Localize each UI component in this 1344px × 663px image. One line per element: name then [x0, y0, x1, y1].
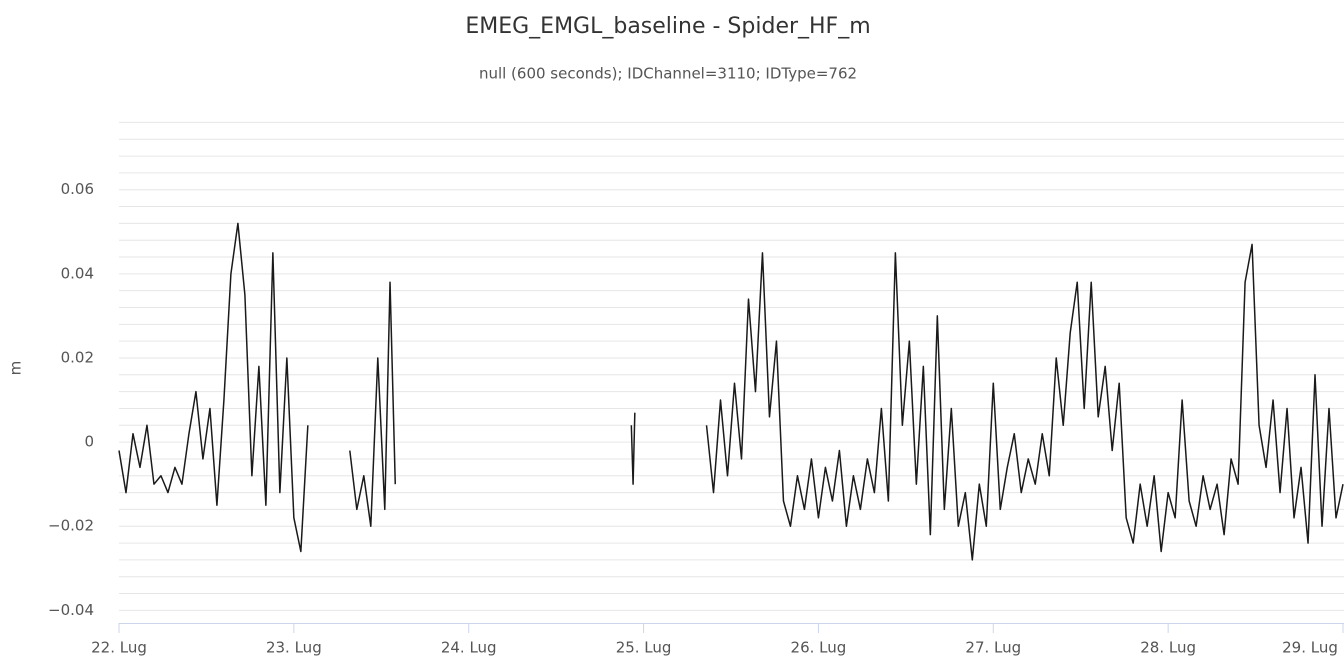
chart-subtitle: null (600 seconds); IDChannel=3110; IDTy…	[479, 65, 857, 83]
x-tick-label: 22. Lug	[91, 639, 147, 657]
data-line	[349, 281, 397, 527]
x-tick-label: 28. Lug	[1140, 639, 1196, 657]
data-line	[705, 243, 1344, 561]
y-tick-label: 0.04	[61, 264, 94, 282]
data-line	[630, 412, 636, 485]
data-line	[118, 222, 309, 553]
y-tick-label: 0	[84, 433, 94, 451]
y-axis-label: m	[7, 361, 25, 376]
y-tick-label: 0.02	[61, 348, 94, 366]
x-tick-label: 24. Lug	[441, 639, 497, 657]
x-tick-label: 23. Lug	[266, 639, 322, 657]
x-tick-label: 29. Lug	[1282, 639, 1338, 657]
y-tick-label: −0.02	[48, 517, 94, 535]
chart-title: EMEG_EMGL_baseline - Spider_HF_m	[465, 14, 870, 39]
y-tick-label: −0.04	[48, 601, 94, 619]
x-tick-label: 26. Lug	[791, 639, 847, 657]
x-tick-label: 27. Lug	[965, 639, 1021, 657]
y-tick-label: 0.06	[61, 180, 94, 198]
x-tick-label: 25. Lug	[616, 639, 672, 657]
